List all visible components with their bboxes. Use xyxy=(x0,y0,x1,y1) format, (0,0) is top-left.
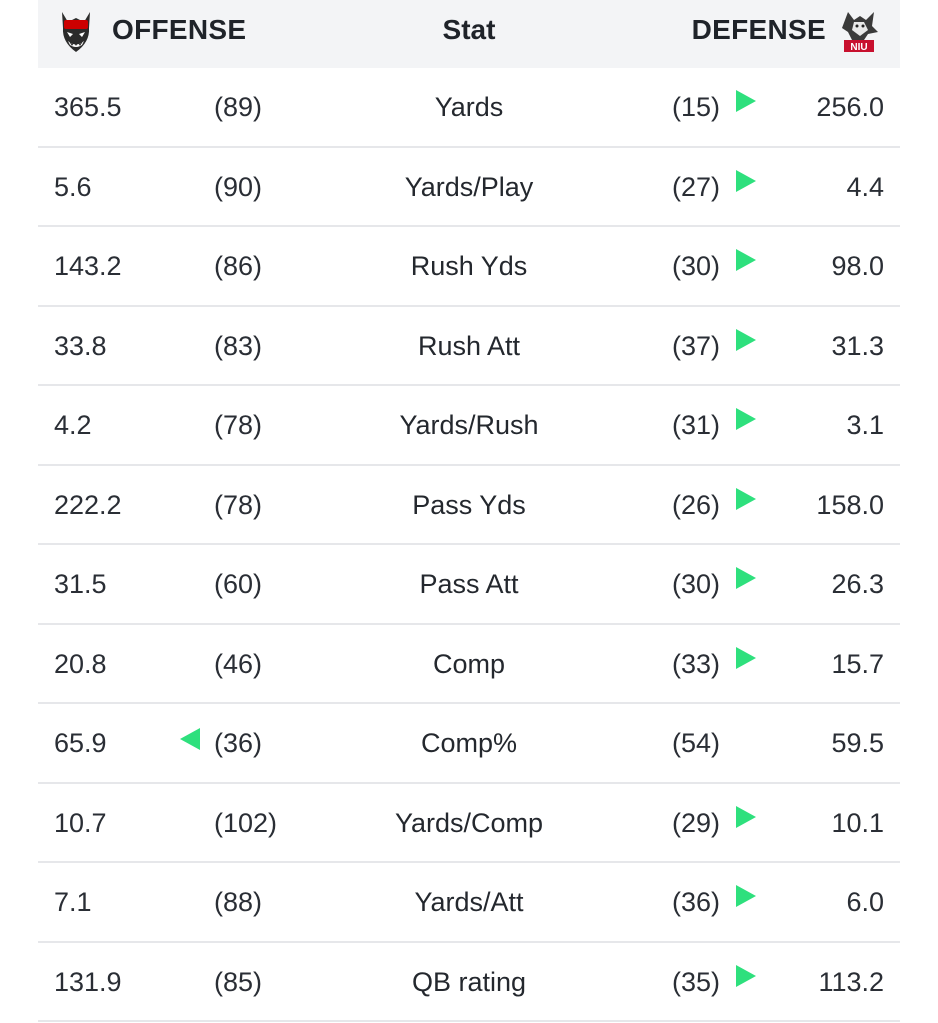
stat-name: Rush Yds xyxy=(410,251,528,281)
offense-rank: (85) xyxy=(214,966,263,997)
defense-value: 158.0 xyxy=(816,489,884,520)
stat-name: Yards/Rush xyxy=(399,410,539,440)
stat-name: Yards xyxy=(434,92,504,122)
offense-value: 33.8 xyxy=(54,330,107,361)
offense-advantage-arrow-icon xyxy=(180,728,200,750)
defense-advantage-arrow-icon xyxy=(736,169,756,192)
defense-advantage-arrow-icon xyxy=(736,805,756,828)
table-row: 4.2 (78) Yards/Rush (31) 3.1 xyxy=(38,386,900,466)
defense-advantage-arrow-icon xyxy=(736,328,756,351)
stat-name: Rush Att xyxy=(417,330,521,361)
stat-name: Yards/Comp xyxy=(394,807,544,838)
defense-rank: (30) xyxy=(671,251,720,281)
offense-rank: (88) xyxy=(214,887,263,917)
defense-advantage-arrow-icon xyxy=(736,964,756,987)
defense-value: 4.4 xyxy=(846,171,884,202)
defense-rank: (37) xyxy=(671,330,720,361)
offense-value: 20.8 xyxy=(54,648,107,679)
table-row: 10.7 (102) Yards/Comp (29) 10.1 xyxy=(38,784,900,863)
defense-advantage-arrow-icon xyxy=(736,90,756,112)
table-row: 5.6 (90) Yards/Play (27) 4.4 xyxy=(38,148,900,227)
defense-rank: (30) xyxy=(671,569,720,599)
wolf-logo-icon xyxy=(62,12,90,52)
offense-rank: (90) xyxy=(214,171,263,202)
defense-advantage-arrow-icon xyxy=(736,885,756,907)
offense-value: 7.1 xyxy=(54,887,92,917)
offense-rank: (78) xyxy=(214,410,263,440)
stat-name: QB rating xyxy=(411,966,527,997)
table-row: 65.9 (36) Comp% (54) 59.5 xyxy=(38,704,900,784)
stat-name: Pass Att xyxy=(419,569,519,599)
defense-advantage-arrow-icon xyxy=(736,249,756,271)
defense-value: 26.3 xyxy=(831,569,884,599)
defense-rank: (35) xyxy=(671,966,720,997)
offense-rank: (60) xyxy=(214,569,263,599)
table-row: 143.2 (86) Rush Yds (30) 98.0 xyxy=(38,227,900,307)
defense-rank: (26) xyxy=(671,489,720,520)
defense-advantage-arrow-icon xyxy=(736,408,756,430)
offense-value: 4.2 xyxy=(54,410,92,440)
table-row: 365.5 (89) Yards (15) 256.0 xyxy=(38,68,900,148)
defense-rank: (33) xyxy=(671,648,720,679)
defense-rank: (29) xyxy=(671,807,720,838)
offense-rank: (86) xyxy=(214,251,263,281)
offense-value: 10.7 xyxy=(54,807,107,838)
defense-value: 113.2 xyxy=(818,966,884,997)
defense-value: 15.7 xyxy=(831,648,884,679)
defense-value: 31.3 xyxy=(831,330,884,361)
defense-advantage-arrow-icon xyxy=(736,646,756,669)
husky-niu-logo-icon: NIU xyxy=(842,12,878,53)
table-row: 131.9 (85) QB rating (35) 113.2 xyxy=(38,943,900,1022)
offense-value: 365.5 xyxy=(54,92,122,122)
defense-advantage-arrow-icon xyxy=(736,567,756,589)
stat-name: Comp xyxy=(432,648,506,679)
table-row: 33.8 (83) Rush Att (37) 31.3 xyxy=(38,307,900,386)
offense-value: 5.6 xyxy=(54,171,92,202)
stat-name: Pass Yds xyxy=(412,489,526,520)
stat-name: Yards/Play xyxy=(404,171,534,202)
stats-rows: 365.5 (89) Yards (15) 256.0 5.6 (90) Yards/Play… xyxy=(38,68,900,1022)
offense-value: 31.5 xyxy=(54,569,107,599)
offense-rank: (78) xyxy=(214,489,263,520)
defense-value: 98.0 xyxy=(831,251,884,281)
defense-label: DEFENSE xyxy=(691,14,826,45)
table-row: 7.1 (88) Yards/Att (36) 6.0 xyxy=(38,863,900,943)
svg-text:NIU: NIU xyxy=(850,42,867,53)
defense-value: 10.1 xyxy=(831,807,884,838)
offense-value: 65.9 xyxy=(54,728,107,758)
offense-value: 143.2 xyxy=(54,251,122,281)
table-row: 31.5 (60) Pass Att (30) 26.3 xyxy=(38,545,900,625)
stat-name: Comp% xyxy=(420,728,518,758)
defense-advantage-arrow-icon xyxy=(736,487,756,510)
table-row: 20.8 (46) Comp (33) 15.7 xyxy=(38,625,900,704)
defense-value: 256.0 xyxy=(816,92,884,122)
offense-rank: (89) xyxy=(214,92,263,122)
defense-rank: (36) xyxy=(671,887,720,917)
table-row: 222.2 (78) Pass Yds (26) 158.0 xyxy=(38,466,900,545)
stat-column-label: Stat xyxy=(442,14,496,45)
offense-rank: (102) xyxy=(214,807,278,838)
defense-rank: (27) xyxy=(671,171,720,202)
defense-rank: (15) xyxy=(671,92,720,122)
table-header: OFFENSE Stat DEFENSE NIU xyxy=(38,0,900,68)
defense-value: 59.5 xyxy=(831,728,884,758)
defense-value: 3.1 xyxy=(846,410,884,440)
stats-comparison-table: OFFENSE Stat DEFENSE NIU 365.5 (89) Yards (… xyxy=(38,0,900,1022)
offense-rank: (83) xyxy=(214,330,263,361)
defense-rank: (54) xyxy=(671,728,720,758)
stat-name: Yards/Att xyxy=(414,887,524,917)
offense-value: 131.9 xyxy=(54,966,122,997)
offense-rank: (36) xyxy=(214,728,263,758)
defense-value: 6.0 xyxy=(846,887,884,917)
offense-label: OFFENSE xyxy=(112,14,247,45)
offense-rank: (46) xyxy=(214,648,263,679)
defense-rank: (31) xyxy=(671,410,720,440)
offense-value: 222.2 xyxy=(54,489,122,520)
